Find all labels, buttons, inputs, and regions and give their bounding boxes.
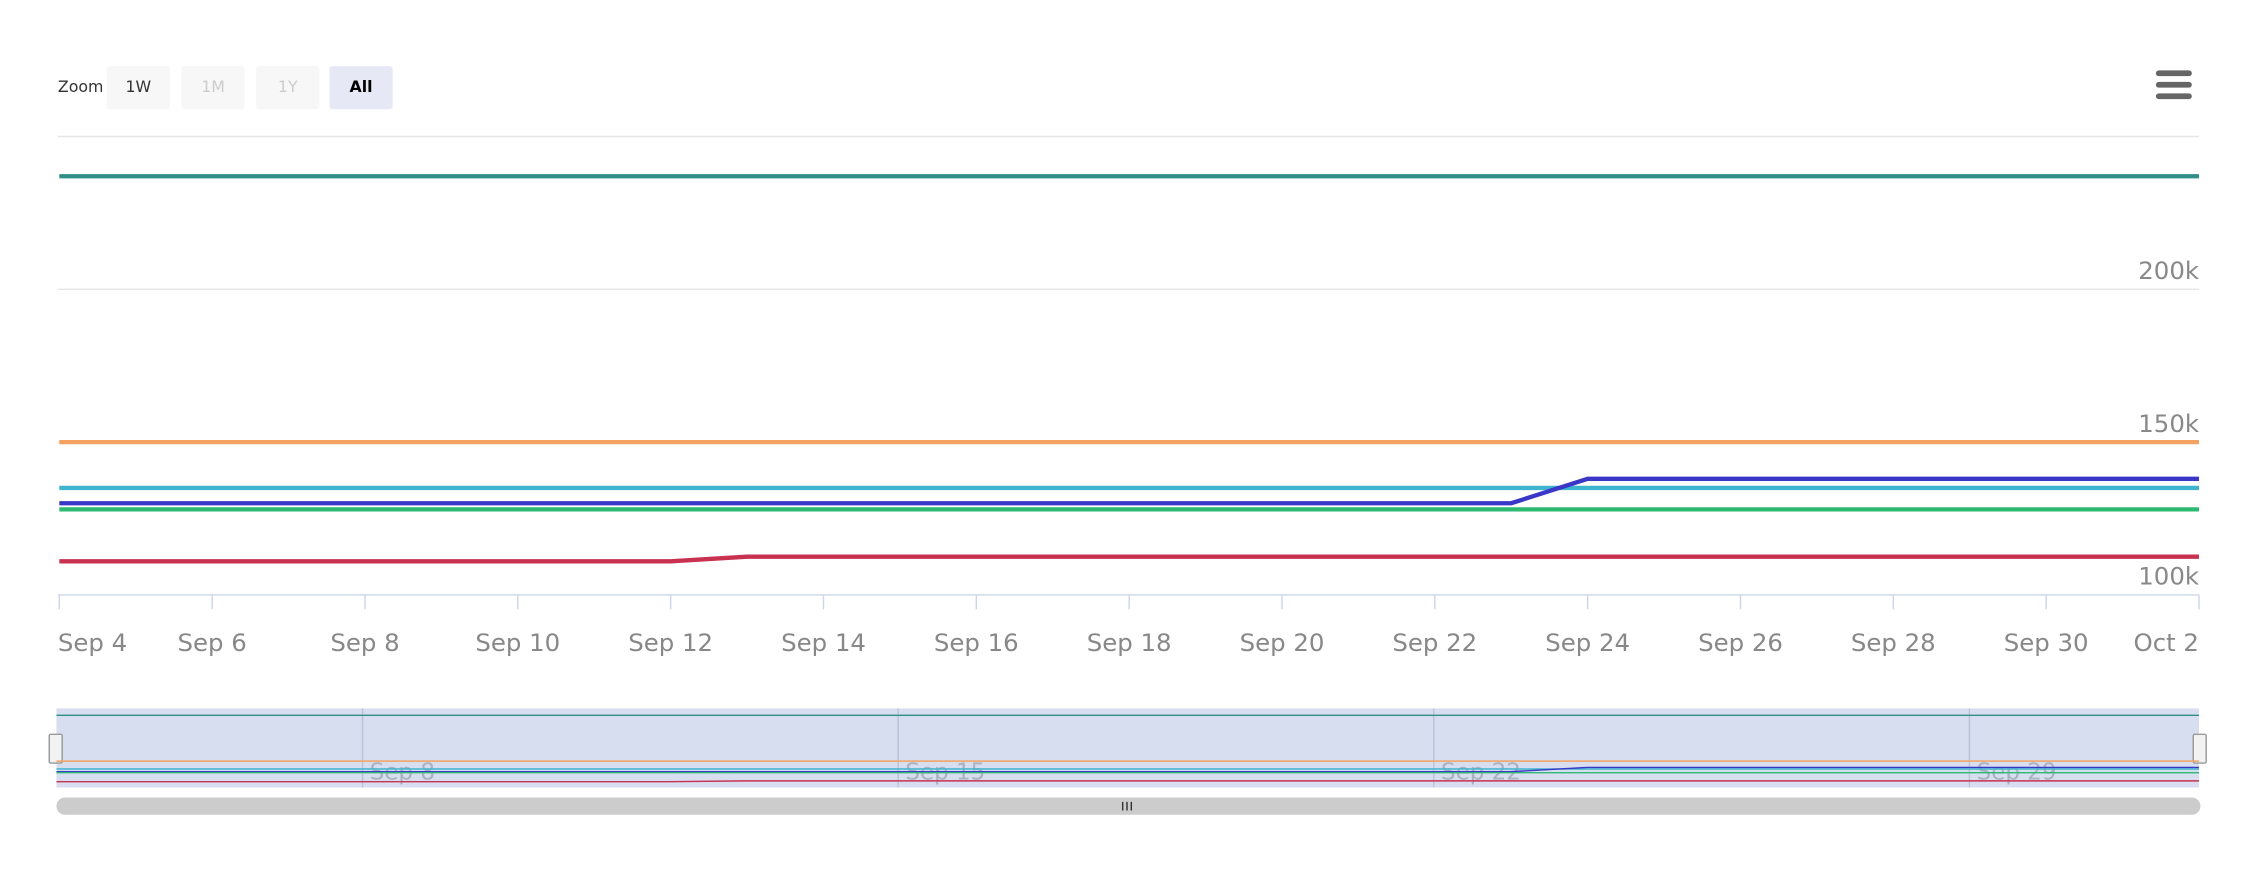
navigator-handle[interactable]	[2192, 733, 2207, 764]
navigator-mask	[56, 708, 2199, 788]
zoom-all[interactable]: All	[329, 66, 393, 110]
x-tick-label: Sep 4	[58, 628, 127, 657]
scrollbar[interactable]	[56, 797, 2201, 815]
zoom-button-label[interactable]: 1Y	[278, 77, 298, 96]
x-tick-label: Sep 12	[628, 628, 713, 657]
zoom-button[interactable]	[329, 66, 393, 110]
x-tick-label: Sep 16	[934, 628, 1019, 657]
x-tick-label: Sep 22	[1392, 628, 1477, 657]
x-tick-label: Sep 14	[781, 628, 866, 657]
series-line	[59, 554, 2199, 564]
zoom-button-label[interactable]: All	[350, 77, 373, 96]
x-tick-label: Sep 30	[2004, 628, 2089, 657]
zoom-button[interactable]	[106, 66, 170, 110]
y-tick-label: 100k	[2138, 562, 2200, 591]
y-tick-label: 150k	[2138, 409, 2200, 438]
x-tick-label: Sep 24	[1545, 628, 1630, 657]
x-tick-label: Sep 26	[1698, 628, 1783, 657]
zoom-label: Zoom	[58, 77, 104, 96]
x-tick-label: Sep 6	[178, 628, 247, 657]
x-tick-label: Sep 28	[1851, 628, 1936, 657]
zoom-button-label[interactable]: 1W	[126, 77, 152, 96]
zoom-1w[interactable]: 1W	[106, 66, 170, 110]
menu-bar[interactable]	[2155, 70, 2192, 77]
zoom-button[interactable]	[181, 66, 245, 110]
x-tick-label: Sep 20	[1240, 628, 1325, 657]
scrollbar-grip	[1121, 801, 1133, 811]
zoom-button[interactable]	[256, 66, 320, 110]
x-tick-label: Oct 2	[2133, 628, 2198, 657]
zoom-button-label[interactable]: 1M	[201, 77, 225, 96]
navigator-handle[interactable]	[48, 733, 63, 764]
menu-bar[interactable]	[2155, 93, 2192, 100]
navigator-line	[56, 780, 2199, 783]
menu-bar[interactable]	[2155, 81, 2192, 88]
x-tick-label: Sep 8	[330, 628, 399, 657]
navigator-line	[56, 766, 2199, 773]
zoom-1m[interactable]: 1M	[181, 66, 245, 110]
series-line	[59, 476, 2199, 506]
y-tick-label: 200k	[2138, 256, 2200, 285]
zoom-1y[interactable]: 1Y	[256, 66, 320, 110]
x-tick-label: Sep 10	[475, 628, 560, 657]
menu-button[interactable]	[2155, 70, 2192, 100]
x-tick-label: Sep 18	[1087, 628, 1172, 657]
